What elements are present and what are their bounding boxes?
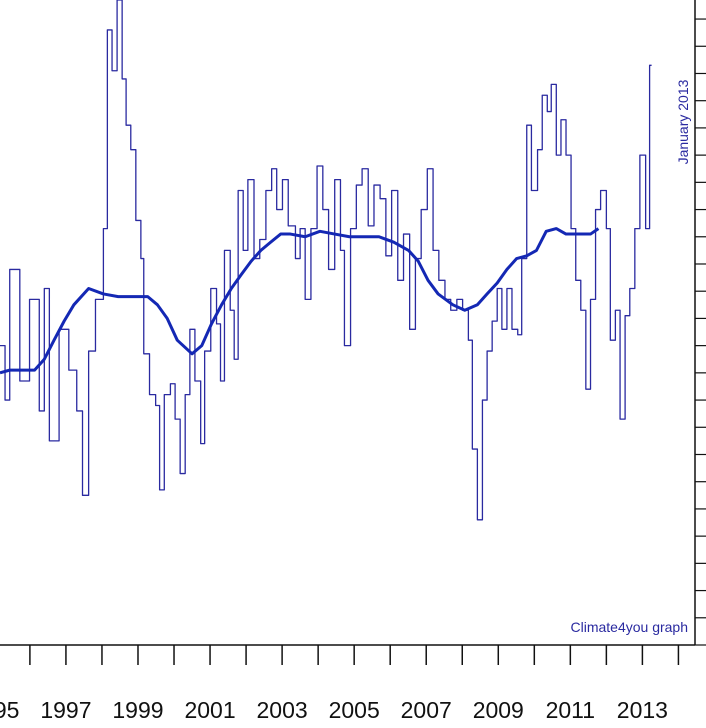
x-tick-label: 2009 bbox=[473, 697, 524, 723]
x-tick-label: 1999 bbox=[112, 697, 163, 723]
annotation: January 2013 bbox=[675, 79, 691, 164]
x-tick-label: 2007 bbox=[401, 697, 452, 723]
annotation: Climate4you graph bbox=[570, 619, 688, 635]
step-line bbox=[0, 0, 652, 521]
x-tick-label: 1997 bbox=[40, 697, 91, 723]
x-tick-label: 2013 bbox=[617, 697, 668, 723]
x-tick-label: 2005 bbox=[329, 697, 380, 723]
x-tick-label: 2003 bbox=[257, 697, 308, 723]
x-tick-label: 1995 bbox=[0, 697, 19, 723]
running-mean bbox=[0, 227, 600, 375]
plot-area bbox=[0, 0, 652, 521]
x-tick-label: 2011 bbox=[546, 697, 595, 723]
x-tick-label: 2001 bbox=[184, 697, 235, 723]
